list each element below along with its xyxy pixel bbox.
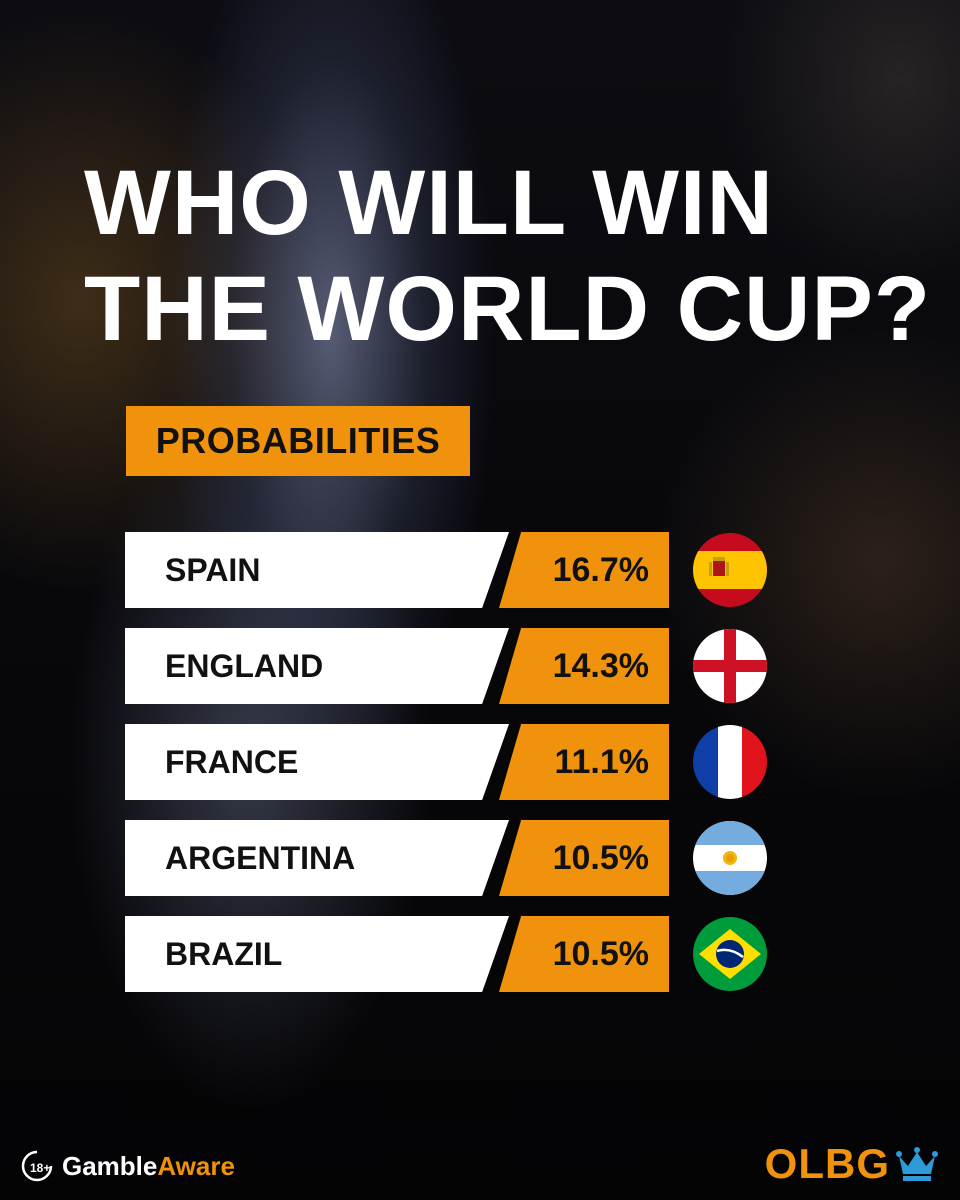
olbg-logo: OLBG <box>765 1140 938 1188</box>
age-restriction-icon: 18+ <box>21 1150 53 1182</box>
team-name: FRANCE <box>165 744 299 780</box>
crown-icon <box>896 1147 938 1181</box>
age-badge-text: 18+ <box>30 1161 50 1175</box>
probability-box <box>499 724 669 800</box>
team-name-box <box>125 628 509 704</box>
list-item-brazil: BRAZIL 10.5% <box>125 916 785 992</box>
probability-value: 11.1% <box>554 743 649 781</box>
spain-flag-icon <box>693 533 767 607</box>
gambleaware-text: GambleAware <box>62 1151 235 1182</box>
team-name: ENGLAND <box>165 648 324 684</box>
probability-value: 10.5% <box>552 839 649 877</box>
team-name-box <box>125 916 509 992</box>
probability-box <box>499 532 669 608</box>
list-item-argentina: ARGENTINA 10.5% <box>125 820 785 896</box>
gambleaware-logo: 18+ GambleAware <box>20 1146 235 1186</box>
team-name: SPAIN <box>165 552 261 588</box>
probability-value: 10.5% <box>552 935 649 973</box>
brand-name: OLBG <box>764 1140 890 1187</box>
brazil-flag-icon <box>693 917 767 991</box>
england-flag-icon <box>693 629 767 703</box>
france-flag-icon <box>693 725 767 799</box>
list-item-france: FRANCE 11.1% <box>125 724 785 800</box>
team-name: ARGENTINA <box>165 840 356 876</box>
probability-value: 16.7% <box>552 551 649 589</box>
gamble-word: Gamble <box>62 1150 158 1181</box>
probability-box <box>499 916 669 992</box>
team-name-box <box>125 532 509 608</box>
list-item-england: ENGLAND 14.3% <box>125 628 785 704</box>
argentina-flag-icon <box>693 821 767 895</box>
probabilities-badge: PROBABILITIES <box>126 406 470 476</box>
probability-box <box>499 628 669 704</box>
team-name: BRAZIL <box>165 936 283 972</box>
probability-box <box>499 820 669 896</box>
team-name-box <box>125 724 509 800</box>
list-item-spain: SPAIN 16.7% <box>125 532 785 608</box>
team-name-box <box>125 820 509 896</box>
aware-word: Aware <box>157 1150 235 1181</box>
probability-value: 14.3% <box>552 647 649 685</box>
headline: WHO WILL WIN THE WORLD CUP? <box>84 152 932 360</box>
